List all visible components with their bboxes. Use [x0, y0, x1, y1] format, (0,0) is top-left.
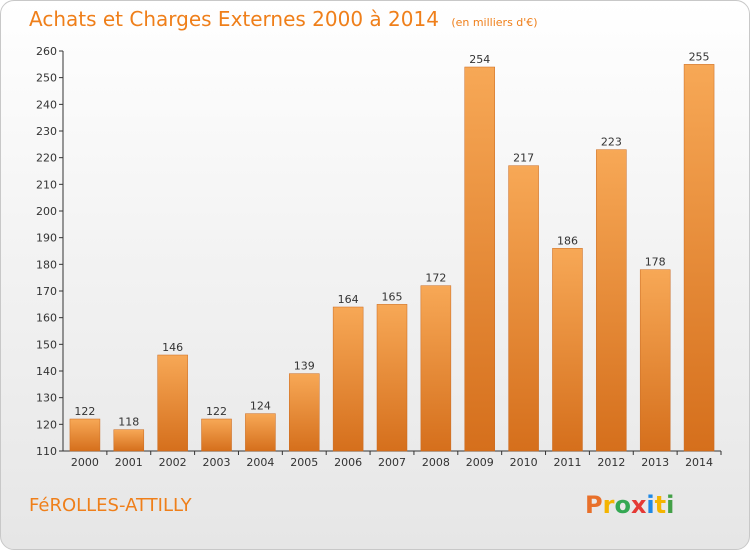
- bar-2002[interactable]: [157, 354, 188, 452]
- value-label-2012: 223: [601, 136, 622, 149]
- bar-2010[interactable]: [508, 165, 539, 452]
- labels: 122 2000 118 2001 146 2002 122 2003 124 2004 139 20…: [71, 50, 713, 469]
- y-tick-label: 160: [36, 312, 57, 325]
- brand-letter: x: [630, 491, 647, 519]
- x-tick-label-2014: 2014: [685, 456, 713, 469]
- x-tick-label-2010: 2010: [510, 456, 538, 469]
- value-label-2006: 164: [338, 293, 359, 306]
- x-tick-label-2011: 2011: [553, 456, 581, 469]
- brand-letter: o: [614, 491, 631, 519]
- bar-2007[interactable]: [376, 304, 408, 452]
- value-label-2004: 124: [250, 400, 271, 413]
- proxiti-logo[interactable]: Proxiti: [585, 491, 674, 519]
- value-label-2008: 172: [425, 272, 446, 285]
- y-tick-label: 260: [36, 45, 57, 58]
- bar-2008[interactable]: [420, 285, 452, 452]
- bar-2005[interactable]: [289, 373, 320, 452]
- value-label-2011: 186: [557, 234, 578, 247]
- axes: 110 120 130 140 150 160 170 180 190 200 210 220 230 2…: [36, 45, 722, 458]
- value-label-2007: 165: [382, 290, 403, 303]
- chart-title: Achats et Charges Externes 2000 à 2014 (…: [29, 7, 538, 31]
- y-tick-label: 130: [36, 392, 57, 405]
- town-name: FéROLLES-ATTILLY: [29, 495, 192, 516]
- x-tick-label-2007: 2007: [378, 456, 406, 469]
- brand-letter: i: [666, 491, 675, 519]
- brand-letter: i: [646, 491, 655, 519]
- y-tick-label: 150: [36, 338, 57, 351]
- bar-2003[interactable]: [201, 418, 232, 452]
- value-label-2010: 217: [513, 152, 534, 165]
- x-tick-label-2003: 2003: [203, 456, 231, 469]
- bar-2004[interactable]: [245, 413, 276, 452]
- y-tick-label: 240: [36, 98, 57, 111]
- bars: [69, 64, 715, 452]
- y-tick-label: 190: [36, 232, 57, 245]
- y-tick-label: 120: [36, 418, 57, 431]
- y-tick-label: 230: [36, 125, 57, 138]
- value-label-2005: 139: [294, 360, 315, 373]
- brand-letter: r: [602, 491, 615, 519]
- y-tick-label: 210: [36, 178, 57, 191]
- bar-2009[interactable]: [464, 66, 495, 452]
- bar-2001[interactable]: [113, 429, 145, 452]
- value-label-2013: 178: [645, 256, 666, 269]
- bar-2012[interactable]: [596, 149, 627, 452]
- value-label-2003: 122: [206, 405, 227, 418]
- x-tick-label-2004: 2004: [246, 456, 274, 469]
- y-tick-label: 180: [36, 258, 57, 271]
- value-label-2001: 118: [118, 416, 139, 429]
- x-tick-label-2012: 2012: [597, 456, 625, 469]
- x-tick-label-2013: 2013: [641, 456, 669, 469]
- x-tick-label-2001: 2001: [115, 456, 143, 469]
- x-tick-label-2006: 2006: [334, 456, 362, 469]
- value-label-2002: 146: [162, 341, 183, 354]
- y-tick-label: 250: [36, 72, 57, 85]
- value-label-2009: 254: [469, 53, 490, 66]
- y-tick-label: 110: [36, 445, 57, 458]
- y-tick-label: 140: [36, 365, 57, 378]
- y-tick-label: 170: [36, 285, 57, 298]
- y-tick-label: 220: [36, 152, 57, 165]
- value-label-2000: 122: [74, 405, 95, 418]
- bar-2014[interactable]: [683, 64, 715, 452]
- value-label-2014: 255: [689, 50, 710, 63]
- x-tick-label-2002: 2002: [159, 456, 187, 469]
- chart-subtitle: (en milliers d'€): [451, 16, 538, 29]
- brand-letter: P: [585, 491, 603, 519]
- x-tick-label-2005: 2005: [290, 456, 318, 469]
- brand-letter: t: [654, 491, 667, 519]
- y-tick-label: 200: [36, 205, 57, 218]
- x-tick-label-2008: 2008: [422, 456, 450, 469]
- bar-2011[interactable]: [552, 248, 583, 452]
- x-tick-label-2000: 2000: [71, 456, 99, 469]
- bar-2000[interactable]: [69, 418, 101, 452]
- bar-2006[interactable]: [332, 306, 364, 452]
- x-tick-label-2009: 2009: [466, 456, 494, 469]
- chart-title-text: Achats et Charges Externes 2000 à 2014: [29, 7, 439, 31]
- bar-2013[interactable]: [639, 269, 671, 452]
